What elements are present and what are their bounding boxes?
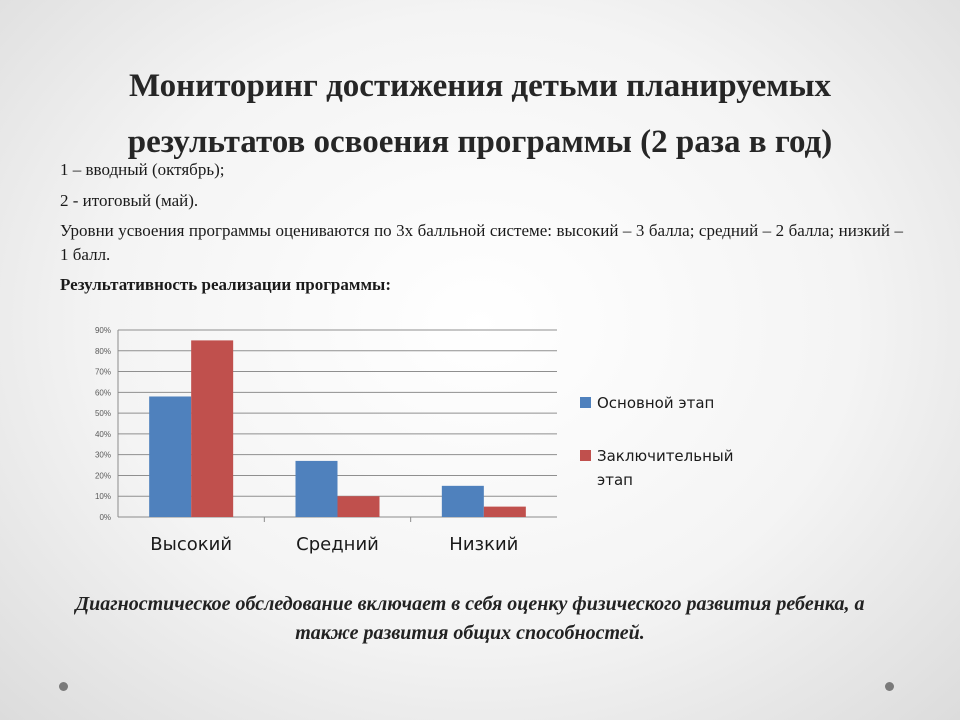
right-dot-decoration [885,682,894,691]
y-tick-label: 10% [95,492,111,501]
x-category-label: Низкий [449,534,518,555]
slide-title: Мониторинг достижения детьми планируемых… [127,68,833,160]
bar-main-1 [149,396,192,517]
y-tick-label: 20% [95,471,111,480]
legend-label-main: Основной этап [597,394,714,412]
bar-final-3 [483,506,526,517]
x-category-label: Средний [296,534,379,555]
bar-main-2 [295,460,338,517]
y-tick-label: 80% [95,347,111,356]
legend-label-final-line1: Заключительный [597,447,734,465]
y-tick-label: 40% [95,430,111,439]
legend-label-final-line2: этап [597,471,633,489]
y-tick-label: 30% [95,451,111,460]
results-heading: Результативность реализации программы: [60,275,391,294]
chart-svg: 0% 10% 20% 30% 40% 50% 60% 70% 80% 90% Высокий Сред… [95,326,734,555]
stage-1-text: 1 – вводный (октябрь); [60,160,225,179]
y-tick-label: 90% [95,326,111,335]
bar-final-2 [337,496,380,517]
bar-chart: 0% 10% 20% 30% 40% 50% 60% 70% 80% 90% Высокий Сред… [60,318,820,563]
levels-description: Уровни усвоения программы оцениваются по… [60,221,903,264]
bar-main-3 [441,485,484,517]
legend-swatch-main [580,397,591,408]
diagnostic-caption: Диагностическое обследование включает в … [75,593,865,644]
x-category-label: Высокий [150,534,232,555]
bar-final-1 [191,340,234,517]
left-dot-decoration [59,682,68,691]
stage-2-text: 2 - итоговый (май). [60,191,199,210]
y-tick-label: 0% [99,513,111,522]
y-tick-label: 60% [95,388,111,397]
y-tick-label: 70% [95,368,111,377]
legend-swatch-final [580,450,591,461]
y-tick-label: 50% [95,409,111,418]
